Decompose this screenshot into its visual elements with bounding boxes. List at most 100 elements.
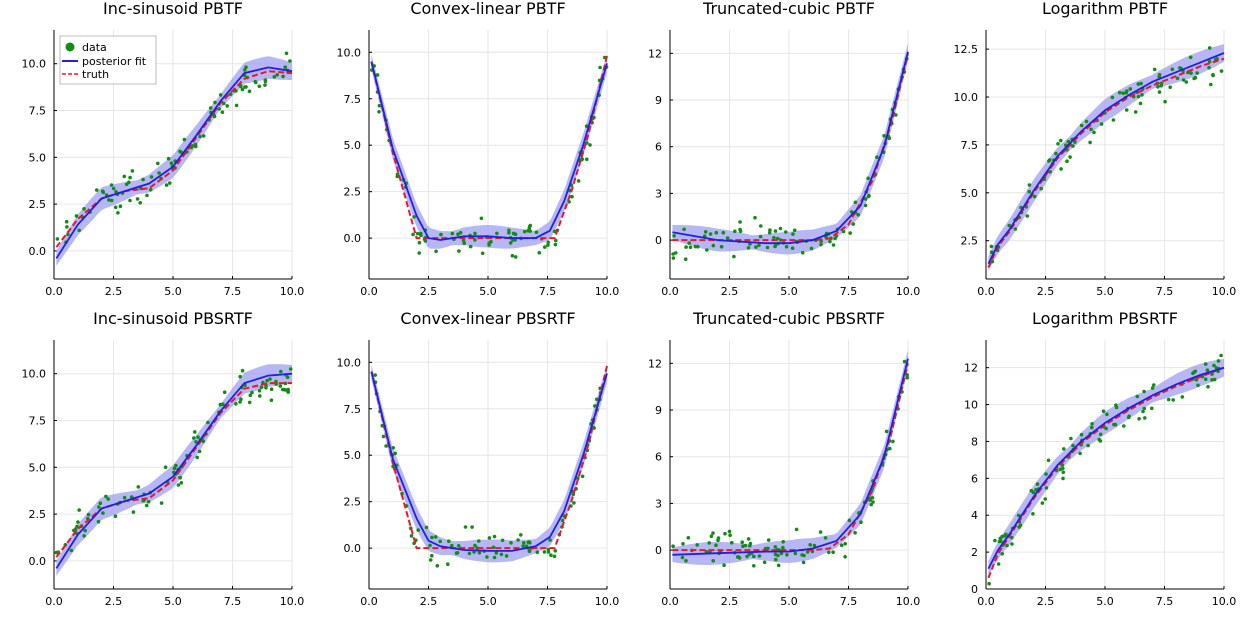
- data-point: [208, 106, 213, 110]
- data-point: [240, 87, 245, 92]
- data-point: [166, 156, 171, 161]
- data-point: [1044, 486, 1049, 490]
- data-point: [174, 463, 178, 468]
- data-point: [1125, 89, 1129, 93]
- data-point: [1035, 482, 1040, 486]
- data-point: [1141, 409, 1145, 414]
- data-point: [238, 400, 242, 404]
- data-point: [1142, 406, 1147, 411]
- data-point: [477, 550, 482, 555]
- data-point: [1054, 151, 1058, 156]
- data-point: [856, 213, 860, 217]
- data-point: [109, 198, 114, 203]
- truth-line: [55, 70, 293, 248]
- data-point: [708, 232, 713, 236]
- data-point: [467, 551, 472, 556]
- data-point: [131, 510, 136, 514]
- data-point: [719, 244, 724, 249]
- data-point: [730, 540, 734, 545]
- data-point: [740, 540, 744, 544]
- data-point: [145, 193, 149, 198]
- data-point: [416, 528, 421, 532]
- legend-truth-label: truth: [82, 68, 109, 81]
- data-point: [728, 533, 732, 537]
- data-point: [485, 555, 489, 559]
- data-point: [585, 157, 589, 162]
- data-point: [738, 220, 742, 224]
- x-tick-label: 0.0: [661, 595, 679, 608]
- data-point: [1092, 130, 1096, 135]
- data-point: [528, 229, 532, 233]
- data-point: [172, 466, 177, 471]
- data-point: [244, 65, 248, 69]
- data-point: [164, 183, 169, 187]
- data-point: [269, 387, 274, 392]
- data-point: [222, 390, 227, 395]
- subplot-title: Truncated-cubic PBSRTF: [692, 309, 885, 328]
- data-point: [1138, 101, 1143, 106]
- posterior-fit-line: [672, 51, 909, 245]
- data-point: [510, 253, 515, 258]
- data-point: [1152, 383, 1156, 387]
- data-point: [213, 100, 217, 105]
- data-point: [55, 237, 60, 241]
- data-point: [411, 232, 415, 237]
- data-point: [553, 549, 558, 553]
- data-point: [902, 359, 907, 364]
- data-point: [201, 439, 206, 444]
- data-point: [868, 498, 872, 502]
- truth-line: [370, 55, 608, 240]
- data-point: [732, 254, 736, 259]
- data-point: [1098, 439, 1103, 443]
- data-point: [456, 232, 460, 236]
- y-tick-label: 2.5: [29, 198, 47, 211]
- x-tick-label: 7.5: [840, 285, 858, 298]
- data-point: [239, 397, 243, 402]
- data-point: [1032, 194, 1037, 199]
- data-point: [827, 550, 831, 555]
- subplot-5: Inc-sinusoid PBSRTF 0.0 2.5 5.0 7.5 10.0 0.0 2.…: [22, 309, 305, 608]
- x-tick-label: 2.5: [105, 285, 123, 298]
- data-point: [680, 555, 685, 560]
- data-point: [1137, 417, 1141, 421]
- truth-line: [987, 366, 1225, 579]
- data-point: [792, 228, 797, 233]
- data-point: [130, 169, 135, 173]
- y-tick-label: 6: [971, 472, 978, 485]
- data-point: [1099, 122, 1104, 126]
- data-point: [75, 524, 79, 529]
- data-point: [168, 181, 172, 185]
- x-tick-label: 10.0: [896, 595, 921, 608]
- data-point: [247, 400, 252, 405]
- y-tick-label: 3: [655, 497, 662, 510]
- data-point: [509, 541, 513, 545]
- subplot-7: Truncated-cubic PBSRTF 0.0 2.5 5.0 7.5 10.0 0 3…: [648, 309, 920, 608]
- data-point: [534, 230, 539, 234]
- data-point: [1219, 69, 1224, 73]
- data-point: [434, 249, 438, 254]
- data-point: [141, 177, 145, 182]
- data-point: [765, 245, 770, 250]
- data-point: [1000, 534, 1004, 539]
- data-point: [218, 93, 223, 97]
- data-point: [1192, 76, 1196, 81]
- data-point: [508, 241, 513, 245]
- data-point: [766, 538, 771, 542]
- data-point: [417, 251, 422, 255]
- y-tick-label: 6: [655, 451, 662, 464]
- data-point: [752, 554, 756, 559]
- data-point: [430, 535, 434, 540]
- data-point: [1079, 123, 1084, 128]
- data-point: [773, 545, 778, 549]
- y-tick-label: 2.5: [344, 186, 362, 199]
- data-point: [1071, 443, 1075, 448]
- data-point: [721, 230, 726, 235]
- data-point: [790, 246, 795, 250]
- data-point: [169, 161, 174, 165]
- y-tick-label: 0.0: [29, 555, 47, 568]
- data-point: [831, 550, 835, 554]
- data-point: [597, 78, 602, 83]
- data-point: [248, 393, 253, 398]
- x-tick-label: 0.0: [360, 595, 378, 608]
- data-point: [480, 251, 485, 256]
